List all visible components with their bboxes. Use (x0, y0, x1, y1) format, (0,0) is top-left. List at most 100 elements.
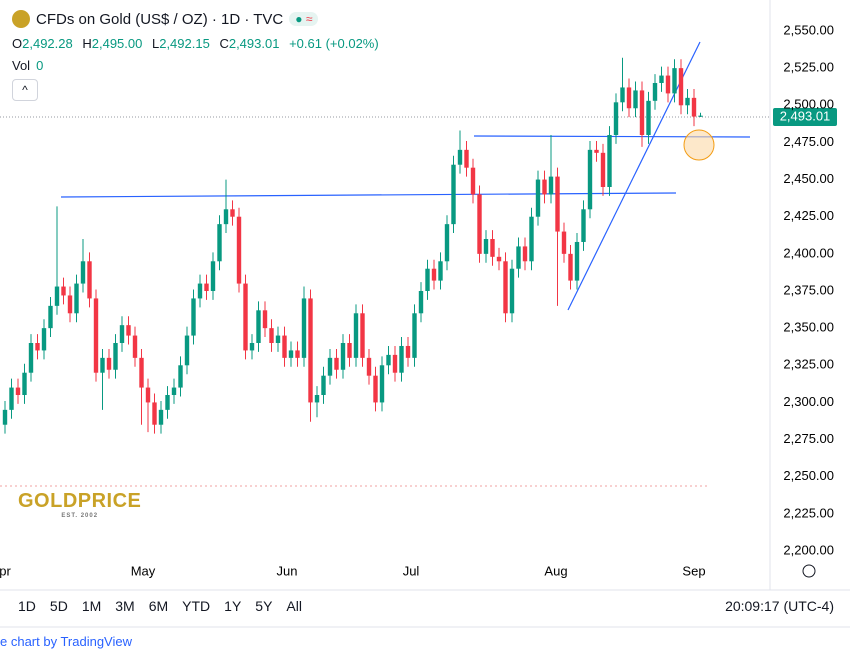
candle-body (386, 354, 391, 366)
y-tick-label: 2,400.00 (783, 245, 834, 260)
candle-body (496, 256, 502, 262)
candle-body (464, 149, 469, 168)
candle-body (2, 409, 8, 425)
candle-body (106, 357, 112, 370)
timeframe-button[interactable]: 6M (148, 598, 169, 614)
candle-body (360, 313, 365, 358)
clock: 20:09:17 (UTC-4) (725, 598, 834, 614)
candle-body (373, 375, 378, 403)
candle-body (665, 75, 671, 94)
candle-body (256, 310, 261, 343)
candle-body (529, 216, 534, 262)
y-tick-label: 2,250.00 (783, 468, 834, 483)
y-tick-label: 2,225.00 (783, 505, 834, 520)
candle-body (145, 387, 151, 403)
vol-key: Vol (12, 58, 31, 73)
y-tick-label: 2,350.00 (783, 320, 834, 335)
x-tick-label: Sep (682, 563, 705, 578)
timeframe-button[interactable]: 3M (115, 598, 135, 614)
timeframe-button[interactable]: YTD (182, 598, 211, 614)
symbol-icon (12, 10, 30, 28)
candle-body (600, 152, 606, 187)
candle-body (269, 328, 274, 343)
candle-body (652, 83, 658, 101)
candle-body (184, 335, 190, 366)
candle-body (321, 375, 326, 395)
candle-body (230, 209, 235, 217)
candle-body (613, 102, 619, 135)
candle-body (314, 395, 320, 403)
candle-body (587, 149, 593, 210)
candle-body (516, 246, 521, 269)
candle-body (405, 345, 411, 358)
candle-body (165, 395, 170, 410)
candle-body (366, 357, 372, 376)
logo: GOLDPRICE EST. 2002 (18, 490, 141, 519)
attribution[interactable]: e chart by TradingView (0, 634, 132, 649)
candle-body (659, 75, 664, 83)
candle-body (126, 325, 131, 336)
candle-body (555, 176, 560, 232)
change: +0.61 (+0.02%) (289, 36, 379, 51)
candle-body (379, 365, 385, 403)
candle-body (399, 345, 404, 373)
collapse-button[interactable]: ^ (12, 79, 38, 101)
candle-body (457, 149, 463, 165)
h-value: 2,495.00 (91, 36, 143, 51)
candle-body (236, 216, 242, 284)
logo-est: EST. 2002 (61, 513, 99, 519)
candle-body (607, 135, 612, 187)
candle-body (522, 246, 528, 262)
volume: Vol 0 (12, 58, 43, 73)
candle-body (620, 87, 625, 103)
candle-body (353, 313, 359, 358)
timeframe-button[interactable]: 5Y (255, 598, 273, 614)
candle-body (503, 261, 508, 314)
candle-body (249, 343, 255, 351)
y-tick-label: 2,200.00 (783, 542, 834, 557)
candle-body (431, 268, 437, 281)
highlight-circle (683, 129, 715, 161)
logo-text: GOLDPRICE (18, 490, 142, 512)
candle-body (35, 343, 40, 351)
candle-body (74, 283, 79, 314)
candle-body (288, 350, 294, 358)
candle-body (204, 283, 209, 291)
candle-body (444, 224, 450, 262)
timeframe-button[interactable]: 1M (81, 598, 102, 614)
candle-body (217, 224, 222, 262)
candle-body (191, 298, 196, 336)
header: CFDs on Gold (US$ / OZ) · 1D · TVC ● ≈ (12, 10, 319, 28)
candle-body (334, 357, 339, 370)
settings-icon[interactable] (802, 564, 816, 578)
timeframe-button[interactable]: 1Y (224, 598, 242, 614)
candle-body (451, 164, 456, 225)
y-tick-label: 2,500.00 (783, 97, 834, 112)
candle-body (542, 179, 547, 195)
status-badge[interactable]: ● ≈ (289, 12, 319, 26)
ohlc: O2,492.28 H2,495.00 L2,492.15 C2,493.01 … (12, 36, 385, 51)
candle-body (483, 239, 489, 254)
candle-body (87, 261, 92, 299)
candle-body (698, 115, 703, 117)
y-tick-label: 2,475.00 (783, 134, 834, 149)
x-tick-label: May (131, 563, 156, 578)
candle-body (22, 372, 27, 395)
candle-body (295, 350, 300, 358)
candle-body (639, 90, 645, 135)
candle-body (477, 194, 482, 254)
candle-body (139, 357, 144, 388)
timeframe-button[interactable]: 1D (18, 598, 36, 614)
candle-body (28, 343, 34, 373)
candle-body (171, 387, 177, 395)
candle-body (548, 176, 554, 195)
timeframe-button[interactable]: 5D (49, 598, 68, 614)
timeframe-button[interactable]: All (286, 598, 302, 614)
candle-body (54, 286, 60, 306)
vol-value: 0 (36, 58, 44, 73)
candle-body (152, 402, 157, 425)
candle-body (41, 328, 47, 351)
symbol-title: CFDs on Gold (US$ / OZ) · 1D · TVC (36, 10, 284, 28)
candle-body (678, 68, 684, 106)
candle-body (67, 295, 73, 314)
